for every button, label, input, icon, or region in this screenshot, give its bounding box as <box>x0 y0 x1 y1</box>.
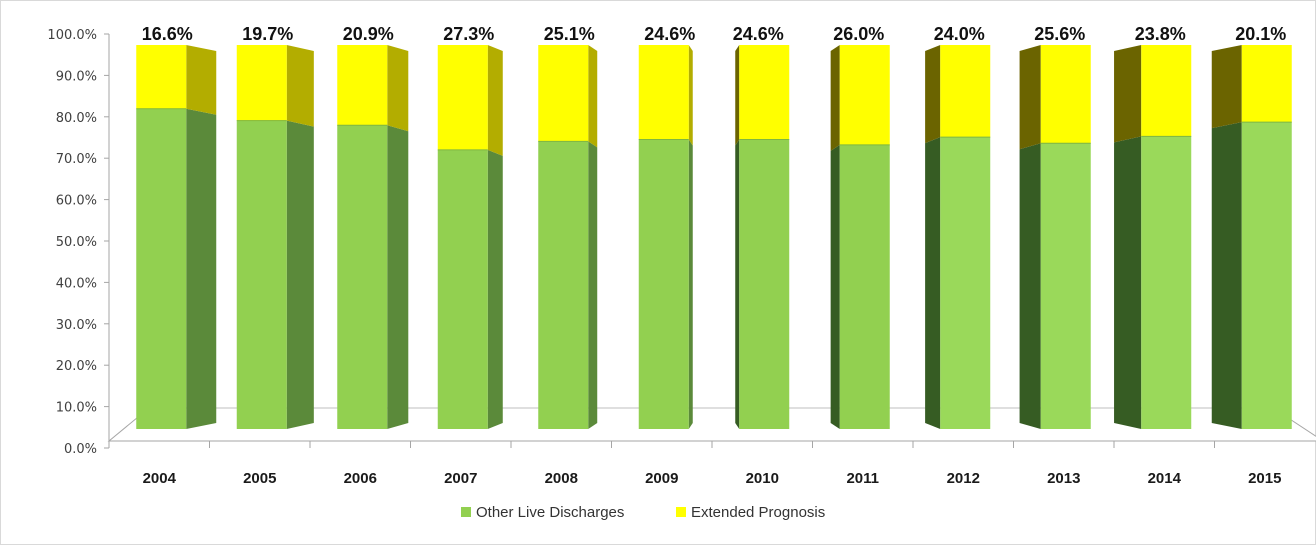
y-tick-label: 20.0% <box>56 359 97 374</box>
x-tick-label: 2009 <box>645 470 678 487</box>
y-tick-label: 70.0% <box>56 152 97 167</box>
bar-extended-prognosis <box>1241 45 1292 123</box>
bar-side-extended-prognosis <box>387 45 409 132</box>
bar-other-live-discharges <box>839 144 890 429</box>
bar-side-other-live-discharges <box>830 144 840 429</box>
bar-side-other-live-discharges <box>735 139 740 430</box>
x-tick-label: 2004 <box>143 470 177 487</box>
bar-side-extended-prognosis <box>1211 45 1242 129</box>
bar-side-other-live-discharges <box>588 141 598 429</box>
bar-side-other-live-discharges <box>186 108 217 429</box>
x-tick-label: 2013 <box>1047 470 1080 487</box>
bar-side-other-live-discharges <box>925 137 941 429</box>
bar-other-live-discharges <box>739 139 790 430</box>
bar-other-live-discharges <box>638 139 689 430</box>
bar-other-live-discharges <box>136 108 187 429</box>
bar-side-other-live-discharges <box>387 125 409 430</box>
data-label: 20.1% <box>1235 24 1286 44</box>
x-tick-label: 2012 <box>947 470 980 487</box>
bar-extended-prognosis <box>136 45 187 109</box>
x-tick-label: 2014 <box>1148 470 1182 487</box>
bar-side-other-live-discharges <box>1114 136 1142 429</box>
data-label: 26.0% <box>833 24 884 44</box>
x-tick-label: 2005 <box>243 470 276 487</box>
legend-item: Other Live Discharges <box>461 504 624 521</box>
bar-other-live-discharges <box>940 137 991 429</box>
bar-side-extended-prognosis <box>735 45 740 146</box>
bar-other-live-discharges <box>1040 143 1091 429</box>
bar-extended-prognosis <box>337 45 388 126</box>
legend-swatch <box>676 507 686 517</box>
bar-side-other-live-discharges <box>1211 122 1242 430</box>
y-tick-label: 40.0% <box>56 276 97 291</box>
bar-side-other-live-discharges <box>688 139 693 430</box>
x-tick-label: 2015 <box>1248 470 1281 487</box>
data-label: 24.6% <box>644 24 695 44</box>
data-labels: 16.6% 19.7% 20.9% 27.3% 25.1% 24.6% 24.6% 26.0%… <box>142 24 1287 44</box>
bar-other-live-discharges <box>1241 122 1292 430</box>
y-tick-label: 50.0% <box>56 235 97 250</box>
y-tick-label: 90.0% <box>56 69 97 84</box>
x-tick-label: 2007 <box>444 470 477 487</box>
legend-item: Extended Prognosis <box>676 504 825 521</box>
axes: 0.0% 10.0% 20.0% 30.0% 40.0% 50.0% 60.0% 70.0% 8… <box>47 28 1316 487</box>
data-label: 23.8% <box>1135 24 1186 44</box>
bar-side-extended-prognosis <box>1114 45 1142 143</box>
data-label: 27.3% <box>443 24 494 44</box>
legend: Other Live Discharges Extended Prognosis <box>461 504 825 521</box>
bar-side-other-live-discharges <box>286 120 314 429</box>
data-label: 16.6% <box>142 24 193 44</box>
bar-side-extended-prognosis <box>286 45 314 127</box>
bar-side-extended-prognosis <box>925 45 941 144</box>
x-tick-label: 2008 <box>545 470 578 487</box>
bar-extended-prognosis <box>638 45 689 140</box>
data-label: 19.7% <box>242 24 293 44</box>
bar-side-other-live-discharges <box>1019 143 1041 429</box>
legend-swatch <box>461 507 471 517</box>
y-tick-label: 30.0% <box>56 318 97 333</box>
data-label: 20.9% <box>343 24 394 44</box>
bar-other-live-discharges <box>538 141 589 429</box>
bar-other-live-discharges <box>1141 136 1192 429</box>
bar-extended-prognosis <box>839 45 890 145</box>
bar-side-extended-prognosis <box>487 45 503 156</box>
bar-extended-prognosis <box>437 45 488 150</box>
bar-extended-prognosis <box>940 45 991 138</box>
bar-side-extended-prognosis <box>830 45 840 151</box>
bar-extended-prognosis <box>538 45 589 142</box>
x-tick-label: 2010 <box>746 470 779 487</box>
data-label: 25.1% <box>544 24 595 44</box>
bar-other-live-discharges <box>437 149 488 429</box>
x-tick-label: 2006 <box>344 470 377 487</box>
legend-label: Extended Prognosis <box>691 504 825 521</box>
bar-extended-prognosis <box>739 45 790 140</box>
legend-label: Other Live Discharges <box>476 504 624 521</box>
y-tick-label: 60.0% <box>56 194 97 209</box>
bar-side-extended-prognosis <box>1019 45 1041 150</box>
y-tick-label: 10.0% <box>56 401 97 416</box>
bar-side-extended-prognosis <box>588 45 598 148</box>
data-label: 24.0% <box>934 24 985 44</box>
y-tick-label: 80.0% <box>56 111 97 126</box>
bar-extended-prognosis <box>1040 45 1091 144</box>
bar-extended-prognosis <box>1141 45 1192 137</box>
bar-side-extended-prognosis <box>688 45 693 146</box>
bar-other-live-discharges <box>236 120 287 429</box>
bars <box>136 45 1292 430</box>
x-tick-label: 2011 <box>846 470 879 487</box>
data-label: 24.6% <box>733 24 784 44</box>
y-tick-label: 100.0% <box>47 28 97 43</box>
bar-other-live-discharges <box>337 125 388 430</box>
data-label: 25.6% <box>1034 24 1085 44</box>
y-tick-label: 0.0% <box>64 442 97 457</box>
bar-side-other-live-discharges <box>487 149 503 429</box>
bar-extended-prognosis <box>236 45 287 121</box>
bar-side-extended-prognosis <box>186 45 217 115</box>
